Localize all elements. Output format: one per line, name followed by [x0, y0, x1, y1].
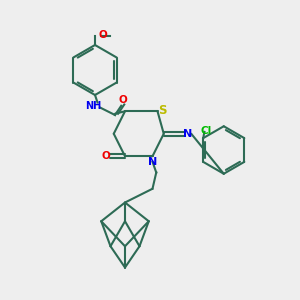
- Text: Cl: Cl: [200, 126, 211, 136]
- Text: S: S: [158, 103, 166, 116]
- Text: O: O: [118, 95, 127, 105]
- Text: N: N: [148, 157, 157, 167]
- Text: O: O: [99, 30, 107, 40]
- Text: NH: NH: [85, 101, 102, 111]
- Text: O: O: [101, 151, 110, 161]
- Text: N: N: [183, 129, 192, 139]
